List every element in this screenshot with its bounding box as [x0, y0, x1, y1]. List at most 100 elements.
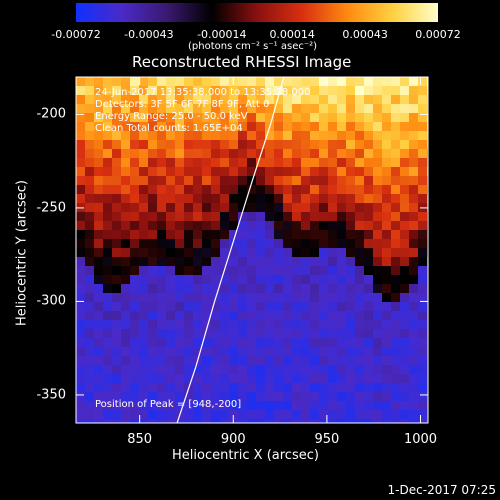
heatmap-cell [355, 167, 365, 177]
heatmap-cell [85, 356, 95, 366]
heatmap-cell [247, 221, 257, 231]
heatmap-cell [265, 86, 275, 96]
heatmap-cell [409, 104, 419, 114]
heatmap-cell [310, 266, 320, 276]
heatmap-cell [166, 104, 176, 114]
heatmap-cell [94, 419, 104, 423]
heatmap-cell [400, 158, 410, 168]
heatmap-cell [157, 149, 167, 159]
heatmap-cell [247, 77, 257, 87]
heatmap-cell [175, 77, 185, 87]
heatmap-cell [229, 401, 239, 411]
heatmap-cell [310, 86, 320, 96]
heatmap-cell [319, 311, 329, 321]
heatmap-cell [202, 275, 212, 285]
heatmap-cell [184, 230, 194, 240]
heatmap-cell [292, 140, 302, 150]
heatmap-cell [220, 77, 230, 87]
heatmap-cell [373, 122, 383, 132]
heatmap-cell [94, 311, 104, 321]
heatmap-cell [229, 365, 239, 375]
heatmap-cell [409, 257, 419, 267]
heatmap-cell [94, 284, 104, 294]
heatmap-cell [310, 365, 320, 375]
heatmap-cell [400, 194, 410, 204]
heatmap-cell [211, 329, 221, 339]
heatmap-cell [157, 266, 167, 276]
heatmap-cell [337, 401, 347, 411]
heatmap-cell [328, 401, 338, 411]
heatmap-cell [391, 401, 401, 411]
heatmap-cell [409, 122, 419, 132]
heatmap-cell [112, 140, 122, 150]
heatmap-cell [409, 311, 419, 321]
heatmap-cell [400, 257, 410, 267]
heatmap-cell [103, 311, 113, 321]
heatmap-cell [346, 419, 356, 423]
heatmap-cell [139, 113, 149, 123]
heatmap-cell [373, 104, 383, 114]
heatmap-cell [202, 122, 212, 132]
heatmap-cell [175, 104, 185, 114]
heatmap-cell [166, 230, 176, 240]
heatmap-cell [283, 194, 293, 204]
heatmap-cell [274, 185, 284, 195]
heatmap-cell [319, 410, 329, 420]
colorbar [76, 3, 438, 22]
heatmap-cell [274, 113, 284, 123]
heatmap-cell [103, 347, 113, 357]
heatmap-cell [328, 176, 338, 186]
heatmap-cell [175, 176, 185, 186]
heatmap-cell [391, 419, 401, 423]
heatmap-cell [265, 158, 275, 168]
heatmap-cell [256, 419, 266, 423]
heatmap-cell [112, 338, 122, 348]
heatmap-cell [103, 284, 113, 294]
heatmap-cell [283, 95, 293, 105]
heatmap-cell [265, 104, 275, 114]
heatmap-cell [355, 131, 365, 141]
heatmap-cell [157, 131, 167, 141]
heatmap-cell [364, 365, 374, 375]
heatmap-cell [409, 284, 419, 294]
heatmap-cell [121, 338, 131, 348]
heatmap-cell [355, 194, 365, 204]
heatmap-cell [301, 347, 311, 357]
heatmap-cell [184, 302, 194, 312]
heatmap-cell [85, 302, 95, 312]
heatmap-cell [373, 248, 383, 258]
heatmap-cell [256, 347, 266, 357]
heatmap-cell [157, 212, 167, 222]
heatmap-cell [103, 104, 113, 114]
heatmap-cell [391, 86, 401, 96]
heatmap-cell [355, 158, 365, 168]
heatmap-cell [247, 419, 257, 423]
heatmap-cell [166, 185, 176, 195]
heatmap-cell [418, 248, 428, 258]
heatmap-cell [139, 392, 149, 402]
heatmap-cell [112, 284, 122, 294]
heatmap-cell [409, 149, 419, 159]
heatmap-cell [301, 86, 311, 96]
y-tick-label: -350 [36, 387, 66, 403]
heatmap-cell [121, 194, 131, 204]
heatmap-cell [373, 284, 383, 294]
heatmap-cell [148, 275, 158, 285]
heatmap-cell [166, 257, 176, 267]
heatmap-cell [274, 230, 284, 240]
heatmap-cell [319, 248, 329, 258]
heatmap-cell [121, 257, 131, 267]
heatmap-cell [301, 356, 311, 366]
heatmap-cell [103, 320, 113, 330]
heatmap-cell [130, 311, 140, 321]
heatmap-cell [283, 347, 293, 357]
heatmap-cell [220, 122, 230, 132]
heatmap-cell [373, 365, 383, 375]
heatmap-cell [193, 392, 203, 402]
heatmap-cell [184, 401, 194, 411]
heatmap-cell [247, 86, 257, 96]
heatmap-cell [76, 293, 86, 303]
heatmap-cell [247, 311, 257, 321]
heatmap-cell [211, 275, 221, 285]
heatmap-cell [157, 104, 167, 114]
